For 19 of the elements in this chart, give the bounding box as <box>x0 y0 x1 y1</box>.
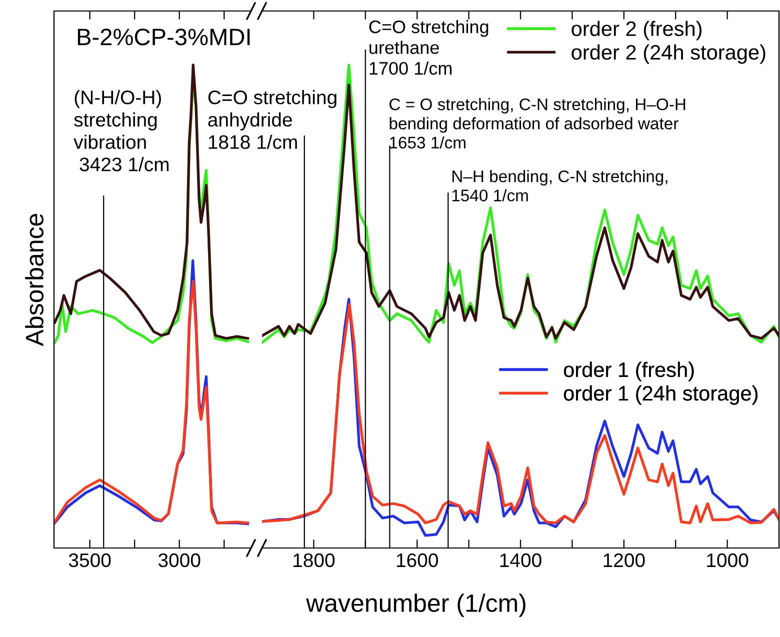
x-tick-label: 3500 <box>68 553 111 568</box>
ref-line-label: (N-H/O-H) stretching vibration 3423 1/cm <box>74 90 169 172</box>
x-tick-label: 3000 <box>158 553 200 568</box>
x-tick-label: 1400 <box>500 553 542 568</box>
ref-line-label: C=O stretching urethane 1700 1/cm <box>369 20 488 75</box>
x-tick-label: 1600 <box>396 553 438 568</box>
x-tick-label: 1000 <box>707 553 748 568</box>
ref-line-label: N–H bending, C-N stretching, 1540 1/cm <box>452 170 668 202</box>
legend-label: order 1 (24h storage) <box>564 385 758 405</box>
legend-label: order 2 (fresh) <box>572 20 702 40</box>
chart-title: B-2%CP-3%MDI <box>78 28 250 46</box>
y-axis-title: Absorbance <box>25 214 44 346</box>
legend-label: order 2 (24h storage) <box>572 44 766 64</box>
x-tick-label: 1800 <box>294 553 335 568</box>
ref-line-label: C=O stretching anhydride 1818 1/cm <box>208 90 336 149</box>
x-axis-title: wavenumber (1/cm) <box>306 594 526 617</box>
legend-label: order 1 (fresh) <box>564 362 694 382</box>
x-tick-label: 1200 <box>604 553 645 568</box>
ref-line-label: C = O stretching, C-N stretching, H–O-H bending deformation of adsorbed water 1653 1/cm <box>390 98 686 149</box>
